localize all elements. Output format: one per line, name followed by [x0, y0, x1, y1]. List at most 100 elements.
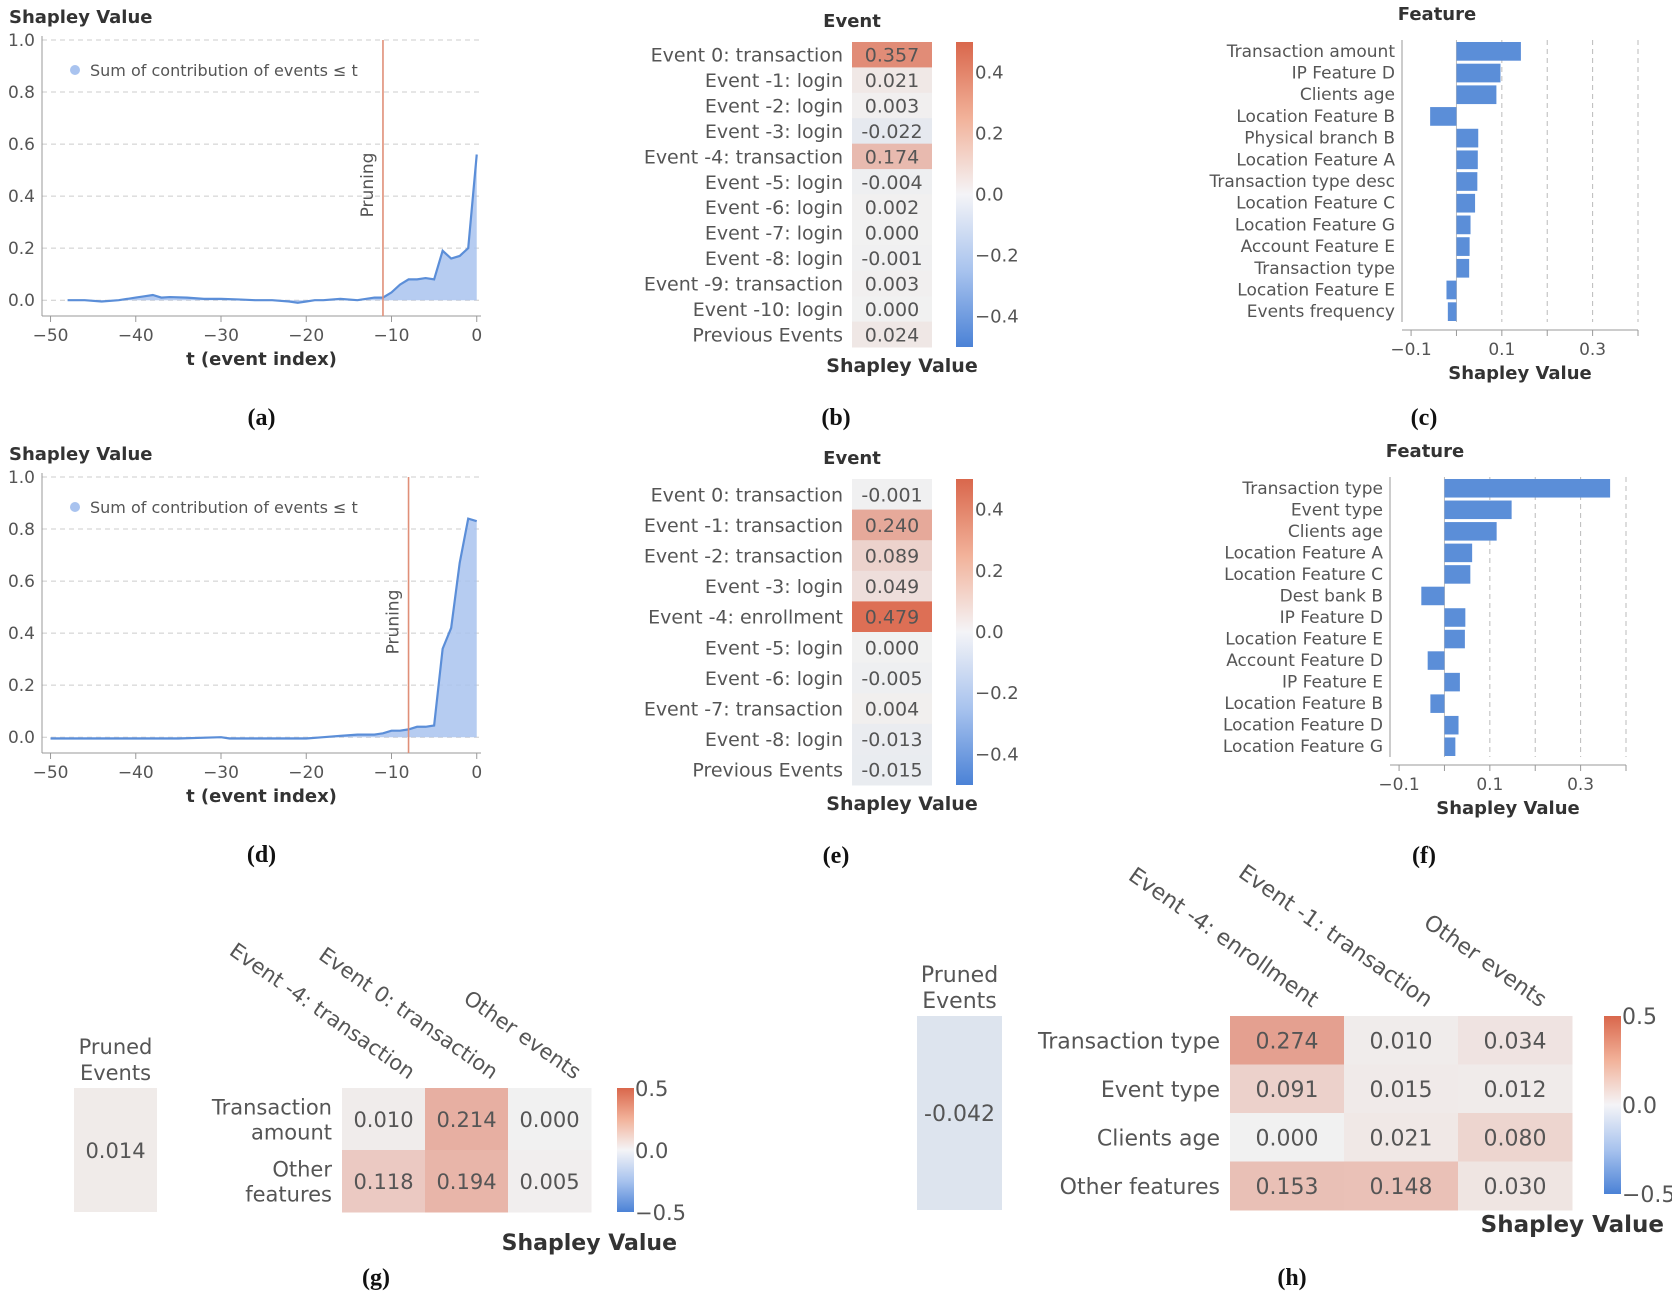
cell-value: 0.148: [1370, 1175, 1433, 1200]
series-line: [67, 154, 478, 304]
pruned-cell: [917, 1016, 1002, 1210]
legend-label: Sum of contribution of events ≤ t: [90, 498, 358, 517]
cell-value: 0.357: [865, 45, 919, 67]
bar: [1444, 565, 1471, 584]
x-axis-title: Shapley Value: [826, 355, 977, 377]
colorbar-tick-label: −0.2: [975, 246, 1019, 267]
row-label: Previous Events: [692, 760, 843, 782]
column-label: Other events: [1419, 910, 1551, 1013]
y-tick-label: 0.6: [8, 572, 35, 592]
bar: [1446, 280, 1457, 300]
cell-value: 0.194: [436, 1170, 496, 1194]
cell-value: 0.479: [865, 607, 919, 629]
row-label: Event -8: login: [705, 248, 843, 270]
category-label: Account Feature E: [1241, 237, 1395, 257]
heatmap-cell: [1344, 1064, 1459, 1114]
legend-label: Sum of contribution of events ≤ t: [90, 61, 358, 80]
cell-value: 0.000: [1256, 1126, 1319, 1151]
cell-value: 0.021: [1370, 1126, 1433, 1151]
row-label: Event -10: login: [693, 299, 843, 321]
row-label: features: [245, 1183, 332, 1207]
colorbar-tick-label: 0.5: [1622, 1005, 1657, 1030]
column-label: Event -1: transaction: [1234, 860, 1437, 1013]
heatmap-title: Event: [823, 11, 881, 32]
heatmap-cell: [852, 570, 932, 602]
pruned-cell: [74, 1088, 157, 1212]
row-label: Event -1: transaction: [644, 515, 843, 537]
heatmap-cell: [852, 632, 932, 664]
y-axis-title: Shapley Value: [9, 7, 152, 28]
bar: [1456, 237, 1470, 256]
cell-value: 0.153: [1256, 1175, 1319, 1200]
heatmap-cell: [1458, 1161, 1573, 1211]
cell-value: 0.049: [865, 576, 919, 598]
x-tick-label: −50: [33, 763, 69, 783]
bar: [1456, 193, 1476, 213]
heatmap-cell: [852, 92, 932, 119]
category-label: Location Feature A: [1236, 150, 1395, 170]
row-label: Event -7: login: [705, 223, 843, 245]
heatmap-cell: [852, 118, 932, 145]
x-axis-title: Shapley Value: [826, 793, 977, 815]
bar: [1444, 737, 1456, 756]
colorbar-tick-label: 0.0: [1622, 1094, 1657, 1119]
category-label: Events frequency: [1247, 302, 1395, 322]
colorbar: [1604, 1016, 1621, 1194]
row-label: Event -3: login: [705, 576, 843, 598]
heatmap-cell: [852, 723, 932, 755]
colorbar: [956, 42, 973, 347]
heatmap-cell: [852, 42, 932, 68]
category-label: Account Feature D: [1226, 651, 1383, 671]
panel-caption: (c): [1411, 405, 1438, 431]
panel-caption: (d): [247, 842, 276, 868]
cell-value: 0.030: [1484, 1175, 1547, 1200]
category-label: Location Feature G: [1223, 737, 1383, 757]
bar: [1421, 586, 1445, 606]
cell-value: -0.001: [861, 248, 922, 270]
panel-caption: (h): [1277, 1265, 1306, 1291]
row-label: Event -6: login: [705, 197, 843, 219]
heatmap-cell: [1458, 1064, 1573, 1114]
colorbar: [956, 479, 973, 785]
heatmap-cell: [1344, 1016, 1459, 1065]
heatmap-cell: [852, 270, 932, 297]
row-label: Event 0: transaction: [651, 484, 843, 506]
category-label: Location Feature B: [1236, 107, 1395, 127]
cell-value: -0.013: [861, 729, 922, 751]
hbar-title: Feature: [1386, 441, 1464, 462]
panel-caption: (e): [823, 843, 850, 869]
x-tick-label: 0.3: [1579, 340, 1606, 360]
pruned-value: 0.014: [85, 1139, 145, 1163]
x-tick-label: −30: [203, 763, 239, 783]
x-tick-label: 0.1: [1476, 775, 1503, 795]
row-label: Other features: [1060, 1175, 1220, 1200]
y-tick-label: 0.2: [8, 239, 35, 259]
x-tick-label: −10: [374, 763, 410, 783]
bar: [1444, 522, 1497, 541]
column-label: Event -4: enrollment: [1124, 863, 1323, 1013]
cell-value: 0.003: [865, 96, 919, 118]
y-tick-label: 0.2: [8, 676, 35, 696]
bar: [1456, 172, 1478, 191]
x-tick-label: 0: [471, 326, 482, 346]
x-tick-label: −40: [118, 326, 154, 346]
legend-marker: [70, 65, 80, 75]
category-label: Location Feature B: [1224, 694, 1383, 714]
category-label: IP Feature E: [1282, 673, 1383, 693]
y-tick-label: 0.6: [8, 135, 35, 155]
cell-value: 0.000: [865, 299, 919, 321]
cell-value: 0.000: [865, 223, 919, 245]
x-tick-label: −50: [33, 326, 69, 346]
colorbar-tick-label: −0.4: [975, 307, 1019, 328]
x-tick-label: 0.1: [1488, 340, 1515, 360]
category-label: Transaction amount: [1226, 42, 1396, 62]
bar: [1444, 479, 1611, 498]
y-tick-label: 0.8: [8, 520, 35, 540]
cell-value: 0.024: [865, 324, 919, 346]
heatmap-cell: [1230, 1113, 1345, 1162]
cell-value: 0.118: [353, 1170, 413, 1194]
pruned-label: Pruned: [79, 1035, 153, 1059]
bar: [1444, 715, 1459, 735]
pruned-label: Pruned: [921, 963, 998, 988]
